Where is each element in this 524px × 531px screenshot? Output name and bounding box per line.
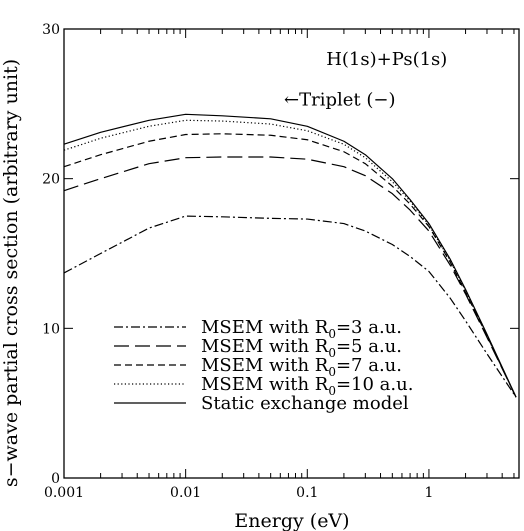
- annotation-0: H(1s)+Ps(1s): [326, 49, 447, 70]
- legend-subscript: 0: [328, 327, 336, 341]
- legend-suffix: =10 a.u.: [336, 374, 413, 395]
- y-tick-label: 10: [42, 321, 60, 337]
- legend-label-0: MSEM with R0=3 a.u.: [201, 317, 402, 341]
- legend-name: MSEM with R: [201, 374, 329, 395]
- legend-name: MSEM with R: [201, 317, 329, 338]
- chart-annotations: H(1s)+Ps(1s) ←Triplet (−): [284, 49, 447, 110]
- y-tick-label: 20: [42, 172, 60, 188]
- x-tick-label: 0.1: [296, 485, 318, 501]
- legend-suffix: =7 a.u.: [336, 355, 402, 376]
- legend-name: MSEM with R: [201, 355, 329, 376]
- legend-label-1: MSEM with R0=5 a.u.: [201, 336, 402, 360]
- legend-subscript: 0: [328, 365, 336, 379]
- series-line-4: [63, 113, 517, 398]
- series-line-2: [63, 133, 517, 398]
- x-tick-label: 0.001: [44, 485, 84, 501]
- series-line-3: [63, 119, 517, 398]
- x-tick-label: 1: [424, 485, 433, 501]
- data-series: [63, 113, 517, 398]
- axis-ticks: [63, 28, 519, 479]
- y-tick-label: 30: [42, 22, 60, 38]
- legend-label-3: MSEM with R0=10 a.u.: [201, 374, 413, 398]
- annotation-1: ←Triplet (−): [284, 89, 395, 110]
- series-line-1: [63, 156, 517, 398]
- plot-frame: [63, 28, 520, 479]
- legend-suffix: =5 a.u.: [336, 336, 402, 357]
- y-axis-label: s−wave partial cross section (arbitrary …: [0, 59, 22, 487]
- series-line-0: [63, 215, 517, 398]
- x-axis-label: Energy (eV): [234, 510, 349, 531]
- y-tick-label: 0: [51, 471, 60, 487]
- legend-subscript: 0: [328, 346, 336, 360]
- x-tick-label: 0.01: [170, 485, 201, 501]
- legend-suffix: =3 a.u.: [336, 317, 402, 338]
- legend-subscript: 0: [328, 384, 336, 398]
- legend-name: Static exchange model: [201, 393, 409, 414]
- legend-label-2: MSEM with R0=7 a.u.: [201, 355, 402, 379]
- legend: MSEM with R0=3 a.u.MSEM with R0=5 a.u.MS…: [114, 317, 413, 414]
- legend-name: MSEM with R: [201, 336, 329, 357]
- legend-label-4: Static exchange model: [201, 393, 409, 414]
